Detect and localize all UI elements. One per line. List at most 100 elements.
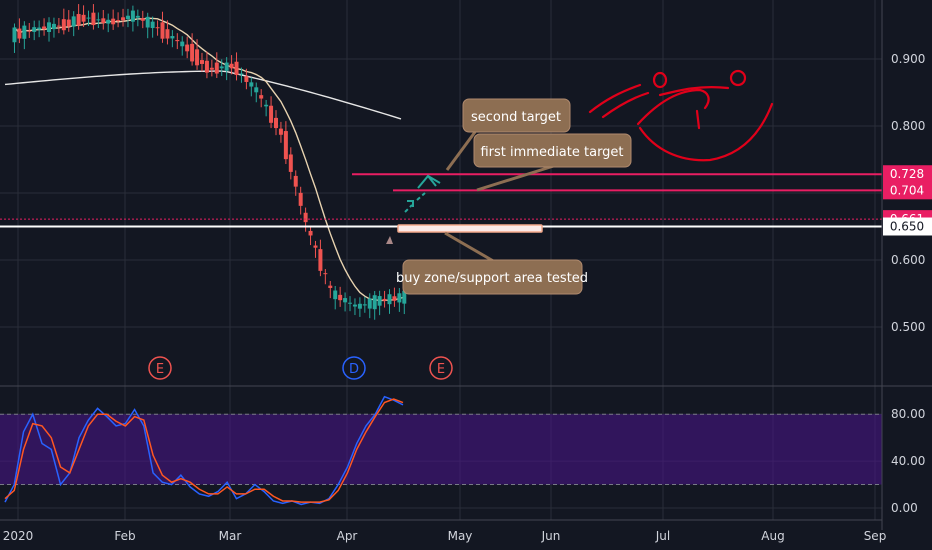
candle-body xyxy=(165,29,170,39)
stochastic-d-line xyxy=(4,398,404,503)
candle-body xyxy=(392,296,397,301)
candle-body xyxy=(348,302,353,304)
candle-body xyxy=(328,285,333,288)
callout-buy-zone[interactable]: buy zone/support area tested xyxy=(396,231,588,295)
candle-body xyxy=(387,294,392,305)
time-tick-label: Jun xyxy=(541,529,561,543)
arrow-up-right-icon xyxy=(417,174,441,189)
callout-first-target[interactable]: first immediate target xyxy=(473,133,632,192)
callout-second-target[interactable]: second target xyxy=(445,98,571,171)
candle-body xyxy=(229,63,234,69)
event-marker-dividend[interactable] xyxy=(342,356,366,380)
candle-body xyxy=(180,41,185,47)
candle-body xyxy=(175,39,180,42)
candle-body xyxy=(308,230,313,236)
candle-body xyxy=(323,273,328,275)
candle-body xyxy=(313,245,318,248)
time-tick-label: Jul xyxy=(655,529,670,543)
candle-body xyxy=(318,249,323,271)
candle-body xyxy=(234,61,239,76)
stochastic-pane[interactable] xyxy=(0,395,882,506)
candle-body xyxy=(140,18,145,21)
time-tick-label: Sep xyxy=(864,529,887,543)
candle-body xyxy=(111,18,116,25)
time-tick-label: Apr xyxy=(337,529,358,543)
price-tick-label: 0.600 xyxy=(891,253,925,267)
callout-buy-zone-label: buy zone/support area tested xyxy=(396,271,588,286)
chevron-up-icon xyxy=(407,200,414,207)
candle-body xyxy=(106,19,111,24)
candle-body xyxy=(352,304,357,307)
candle-body xyxy=(130,10,135,22)
candle-body xyxy=(338,294,343,301)
candle-body xyxy=(303,212,308,223)
candle-body xyxy=(47,22,52,32)
candle-body xyxy=(372,295,377,310)
candle-body xyxy=(209,67,214,70)
candle-body xyxy=(288,154,293,172)
price-tag xyxy=(883,165,932,184)
time-axis[interactable]: 2020 Feb Mar Apr May Jun Jul Aug Sep xyxy=(3,529,887,543)
candle-body xyxy=(71,16,76,27)
candle-body xyxy=(298,192,303,206)
candle-body xyxy=(195,49,200,66)
price-tag xyxy=(883,217,932,236)
candle-body xyxy=(42,26,47,30)
hand-drawing xyxy=(588,69,774,162)
candlesticks xyxy=(12,4,407,320)
candle-body xyxy=(259,95,264,99)
candle-body xyxy=(27,30,32,32)
candle-body xyxy=(150,21,155,29)
event-marker-earnings[interactable] xyxy=(148,356,172,380)
candle-body xyxy=(190,43,195,62)
stochastic-band xyxy=(0,414,882,485)
ma-slow-line xyxy=(4,70,402,120)
event-letter: E xyxy=(437,362,445,377)
candle-body xyxy=(249,82,254,87)
candle-body xyxy=(293,175,298,187)
candle-body xyxy=(81,14,86,22)
candle-body xyxy=(264,104,269,107)
event-letter: D xyxy=(349,362,359,377)
price-tick-label: 0.900 xyxy=(891,52,925,66)
support-zone[interactable] xyxy=(397,224,543,233)
candle-body xyxy=(367,298,372,309)
event-letter: E xyxy=(156,362,164,377)
price-pane[interactable]: second target first immediate target buy… xyxy=(0,4,882,380)
candle-body xyxy=(160,22,165,39)
candle-body xyxy=(96,19,101,21)
candle-body xyxy=(22,25,27,39)
time-tick-label: Mar xyxy=(219,529,242,543)
candle-body xyxy=(76,14,81,26)
candle-body xyxy=(51,23,56,30)
candle-body xyxy=(86,17,91,19)
time-tick-label: May xyxy=(448,529,473,543)
candle-body xyxy=(17,28,22,39)
candle-body xyxy=(343,298,348,303)
candle-body xyxy=(362,304,367,306)
candle-body xyxy=(185,44,190,52)
callout-first-target-label: first immediate target xyxy=(480,145,623,160)
candle-body xyxy=(125,15,130,20)
candle-body xyxy=(254,87,259,93)
candle-body xyxy=(199,60,204,64)
candle-body xyxy=(121,17,126,21)
candle-body xyxy=(204,60,209,73)
event-marker-earnings[interactable] xyxy=(429,356,453,380)
stochastic-lines xyxy=(4,395,404,506)
price-tick-label: 0.500 xyxy=(891,320,925,334)
stochastic-axis[interactable]: 0.00 40.00 80.00 xyxy=(891,407,925,515)
candle-body xyxy=(37,27,42,30)
price-tick-label: 0.800 xyxy=(891,119,925,133)
triangle-up-icon xyxy=(386,236,393,244)
stochastic-tick-label: 0.00 xyxy=(891,501,918,515)
price-tag-label: 0.728 xyxy=(890,167,924,181)
candle-body xyxy=(402,290,407,304)
candle-body xyxy=(224,62,229,71)
price-tag-label: 0.704 xyxy=(890,183,924,197)
time-tick-label: 2020 xyxy=(3,529,34,543)
candle-body xyxy=(269,105,274,123)
